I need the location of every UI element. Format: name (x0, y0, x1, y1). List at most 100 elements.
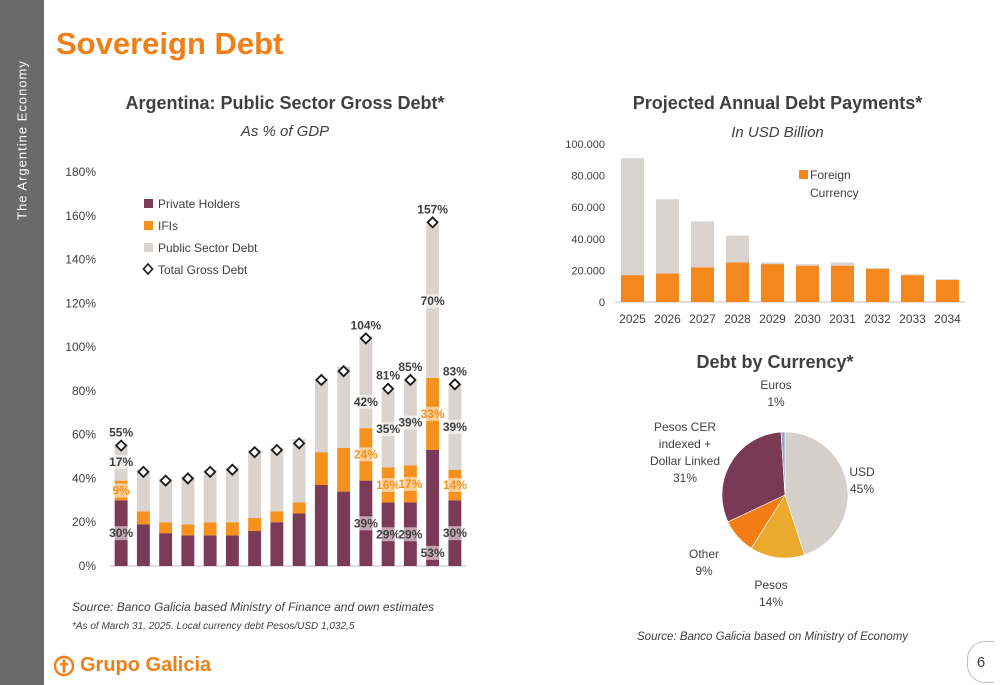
galicia-logo-icon (54, 655, 74, 676)
bar-foreign-currency (760, 264, 785, 302)
y-tick-label: 0 (599, 297, 605, 309)
data-label: 29% (397, 527, 424, 542)
debt-gdp-note: *As of March 31, 2025. Local currency de… (72, 621, 355, 632)
data-label-background (441, 420, 468, 435)
pie-slice-pesos-cer-indexed-dollar-linked (721, 431, 786, 523)
legend-label-line: Currency (810, 186, 859, 200)
data-label: 17% (397, 476, 424, 491)
data-label: 83% (443, 364, 467, 378)
data-label-background (397, 476, 424, 491)
pie-label-euros: Euros 1% (760, 378, 791, 409)
x-tick-label: 2028 (724, 312, 751, 326)
data-label-text: 16% (376, 478, 400, 492)
data-label-text: 81% (376, 369, 400, 383)
data-label-background (108, 526, 135, 541)
bar-private-holders (337, 491, 351, 566)
y-tick-label: 120% (65, 296, 96, 310)
pie-slice-euros (780, 431, 786, 496)
legend-label: IFIs (158, 219, 178, 233)
data-label-background (375, 478, 402, 493)
data-label: 30% (108, 526, 135, 541)
total-debt-marker (315, 373, 328, 387)
data-label-text: 83% (443, 364, 467, 378)
legend-item-private-holders: Private Holders (144, 197, 240, 211)
data-label-text: 70% (421, 294, 445, 308)
data-label-background (108, 455, 135, 470)
total-debt-marker (292, 437, 306, 450)
bar-foreign-currency (935, 279, 960, 302)
currency-source: Source: Banco Galicia based on Ministry … (637, 631, 909, 643)
y-tick-label: 40.000 (571, 234, 605, 246)
bar-other-payments (935, 279, 960, 280)
bar-public-sector-debt (136, 469, 150, 512)
x-tick-label: 2030 (794, 312, 821, 326)
data-label-text: 14% (443, 478, 467, 492)
bar-public-sector-debt (159, 478, 173, 523)
data-label: 9% (108, 483, 135, 498)
debt-gdp-chart: 0% 20% 40% 60% 80% 100% 120% 140% 160% 180% 2009 20… (65, 165, 469, 580)
brand-logo: Grupo Galicia (54, 654, 211, 677)
data-label: 30% (441, 526, 468, 541)
data-label-background (397, 527, 424, 542)
pie-label-usd: USD 45% (849, 465, 875, 496)
total-debt-marker (337, 364, 350, 378)
total-debt-marker (381, 382, 395, 395)
data-label-background (352, 516, 379, 531)
currency-chart-title: Debt by Currency* (696, 352, 854, 372)
data-label-text: 35% (376, 422, 400, 436)
bar-private-holders (426, 449, 440, 566)
bar-public-sector-debt (248, 449, 262, 518)
data-label-text: 39% (443, 420, 467, 434)
bar-other-payments (760, 262, 785, 265)
total-debt-marker (359, 332, 373, 345)
pie-label-name: Pesos CER (654, 420, 716, 434)
x-tick-label: 2034 (934, 312, 961, 326)
data-label-text: 85% (398, 360, 422, 374)
data-label: 24% (352, 447, 379, 462)
data-label-background (397, 415, 424, 430)
x-tick-label: 2015 (241, 579, 268, 580)
x-tick-label: 2031 (829, 312, 856, 326)
data-label-background (419, 294, 446, 309)
total-debt-marker (226, 463, 239, 476)
x-tick-label: 2012 (175, 579, 202, 580)
y-tick-label: 60.000 (571, 202, 605, 214)
pie-label-value: 45% (850, 482, 874, 496)
total-debt-marker (426, 216, 439, 229)
bar-foreign-currency (900, 275, 925, 302)
legend-item-public-sector-debt: Public Sector Debt (144, 241, 258, 255)
data-label: 55% (109, 426, 133, 440)
pie-label-name: Pesos (754, 578, 787, 592)
debt-gdp-source: Source: Banco Galicia based Ministry of … (72, 600, 435, 614)
data-label: 70% (419, 294, 446, 309)
total-debt-marker (270, 443, 284, 457)
data-label-text: 24% (354, 447, 378, 461)
data-label: 33% (419, 406, 446, 421)
x-tick-label: 2021 (375, 579, 402, 580)
data-label: 53% (419, 545, 446, 560)
data-label: 16% (375, 478, 402, 493)
pie-label-value: 14% (759, 595, 783, 609)
data-label-text: 39% (398, 416, 422, 430)
data-label: 39% (352, 516, 379, 531)
bar-foreign-currency (620, 275, 645, 302)
bar-foreign-currency (865, 268, 890, 302)
bar-other-payments (620, 158, 645, 276)
total-debt-marker (137, 465, 150, 479)
bar-public-sector-debt (225, 467, 239, 523)
pie-label-value: 9% (695, 564, 713, 578)
pie-label-value: 1% (767, 395, 785, 409)
data-label-background (375, 527, 402, 542)
data-label-background (441, 526, 468, 541)
y-tick-label: 100% (65, 340, 96, 354)
bar-other-payments (690, 221, 715, 268)
data-label-text: 157% (417, 202, 448, 216)
x-tick-label: 2024 (442, 579, 469, 580)
data-label-background (419, 545, 446, 560)
bar-public-sector-debt (292, 439, 306, 503)
data-label-background (352, 447, 379, 462)
bar-ifis (248, 517, 262, 531)
bar-ifis (136, 511, 150, 525)
data-label-text: 42% (354, 395, 378, 409)
x-tick-label: 2009 (108, 579, 135, 580)
